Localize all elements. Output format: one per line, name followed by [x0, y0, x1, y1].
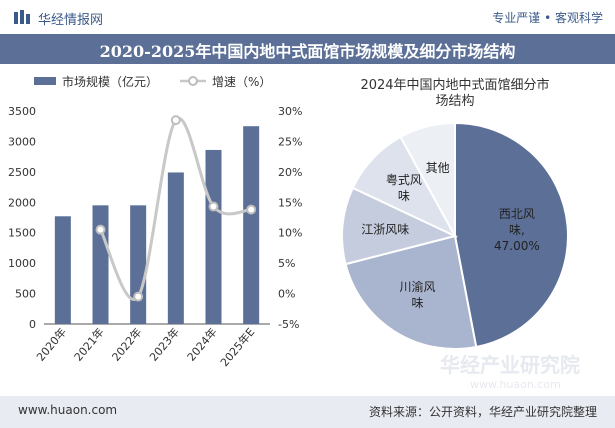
y-right-tick-label: -5%	[278, 318, 299, 331]
y-right-tick-label: 15%	[278, 196, 302, 209]
legend-bar-swatch	[34, 77, 56, 85]
pie-slice-4	[399, 121, 456, 237]
y-left-tick-label: 0	[29, 318, 36, 331]
pie-label-line: 其他	[426, 161, 450, 175]
bar-line-chart: 0 500 1000 1500 2000 2500 3000 3500 -5% 0% 5% 10% 15…	[8, 74, 302, 369]
y-right-tick-label: 30%	[278, 105, 302, 118]
bar-3	[167, 172, 184, 324]
pie-chart: 2024年中国内地中式面馆细分市场结构西北风味,47.00%川渝风味江浙风味粤式…	[341, 77, 569, 350]
chart-area: 华经产业研究院 www.huaon.com 0 500 1000 1500 2000 25…	[8, 74, 580, 391]
page-title: 2020-2025年中国内地中式面馆市场规模及细分市场结构	[99, 42, 516, 61]
x-tick-label: 2022年	[109, 325, 145, 364]
y-left-tick-label: 1000	[8, 257, 36, 270]
growth-point-1	[133, 291, 144, 302]
bar-1	[92, 205, 109, 324]
slogan: 专业严谨 • 客观科学	[492, 11, 603, 25]
x-tick-label: 2024年	[184, 325, 220, 364]
watermark-url: www.huaon.com	[470, 378, 561, 391]
pie-slice-0	[454, 121, 569, 349]
bar-2	[130, 205, 147, 324]
legend-bar-label: 市场规模（亿元）	[62, 74, 158, 89]
legend-line-label: 增速（%）	[212, 75, 271, 89]
y-left-tick-label: 3500	[8, 105, 36, 118]
legend-line-marker	[188, 76, 198, 86]
footer-url[interactable]: www.huaon.com	[18, 403, 118, 417]
y-right-tick-label: 5%	[278, 257, 295, 270]
pie-slice-2	[341, 186, 458, 266]
pie-title-line: 2024年中国内地中式面馆细分市	[360, 77, 549, 93]
pie-label-line: 味	[398, 189, 410, 203]
y-right-tick-label: 0%	[278, 288, 295, 301]
pie-label-line: 味,	[509, 223, 525, 237]
y-left-tick-label: 500	[15, 288, 36, 301]
y-left-tick-label: 3000	[8, 135, 36, 148]
pie-title-line: 场结构	[435, 94, 474, 109]
growth-point-4	[246, 204, 257, 215]
footer-source: 资料来源：公开资料，华经产业研究院整理	[368, 405, 597, 419]
growth-point-3	[208, 201, 219, 212]
pie-label-line: 江浙风味	[361, 222, 409, 236]
growth-point-0	[95, 224, 106, 235]
growth-point-2	[170, 115, 181, 126]
pie-slice-1	[344, 234, 478, 350]
pie-value-label: 47.00%	[494, 239, 540, 253]
y-left-tick-label: 1500	[8, 227, 36, 240]
pie-label-line: 味	[411, 296, 423, 310]
watermark-text: 华经产业研究院	[440, 353, 580, 377]
y-left-tick-label: 2500	[8, 166, 36, 179]
y-right-tick-label: 20%	[278, 166, 302, 179]
watermark: 华经产业研究院 www.huaon.com	[440, 353, 580, 391]
bar-0	[54, 216, 71, 324]
footer-bar	[0, 396, 615, 428]
brand-name: 华经情报网	[38, 13, 104, 28]
x-tick-label: 2021年	[71, 325, 107, 364]
x-tick-label: 2023年	[146, 325, 182, 364]
x-tick-label: 2020年	[33, 325, 69, 364]
pie-slice-3	[351, 135, 458, 239]
y-right-tick-label: 25%	[278, 135, 302, 148]
logo-icon	[14, 10, 30, 24]
y-left-tick-label: 2000	[8, 196, 36, 209]
x-tick-label: 2025年E	[217, 325, 257, 369]
title-bar	[0, 34, 615, 64]
top-bar: 华经情报网 专业严谨 • 客观科学	[0, 0, 615, 34]
pie-label-line: 粤式风	[386, 172, 422, 187]
bar-5	[243, 126, 260, 324]
bar-4	[205, 149, 222, 324]
pie-label-line: 西北风	[499, 207, 535, 221]
pie-label-line: 川渝风	[399, 279, 435, 294]
y-right-tick-label: 10%	[278, 227, 302, 240]
